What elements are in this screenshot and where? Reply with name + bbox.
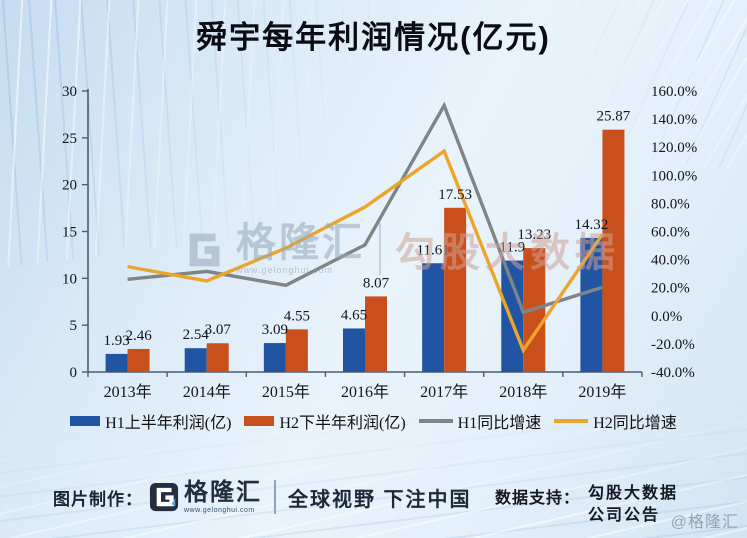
y-axis-tick-label: 0: [70, 365, 78, 381]
footer-divider: [274, 480, 276, 514]
bar-value-label: 4.65: [341, 307, 367, 323]
combo-bar-line-chart: 30 25 20 15 10 5 0 160.0% 140.0% 120.0% 100.0% 80.0…: [62, 84, 697, 401]
data-support-source-2: 公司公告: [588, 507, 661, 524]
brand-slogan: 全球视野 下注中国: [288, 488, 472, 511]
legend-item-0: H1上半年利润(亿): [70, 409, 231, 433]
bar-value-label: 13.23: [517, 227, 551, 243]
legend-bar-swatch: [70, 416, 101, 426]
legend-item-2: H1同比增速: [418, 409, 542, 433]
bar-value-label: 8.07: [363, 275, 390, 291]
x-axis-category-label: 2015年: [262, 383, 310, 401]
right-axis-tick-label: 20.0%: [651, 281, 690, 297]
x-axis-category-label: 2019年: [578, 383, 626, 401]
y-axis-tick-label: 30: [62, 84, 77, 100]
right-axis-tick-label: 160.0%: [651, 84, 697, 100]
right-axis-tick-label: 0.0%: [651, 309, 682, 325]
bar-value-label: 2.54: [183, 327, 210, 343]
legend-line-swatch: [554, 419, 589, 423]
right-axis-tick-label: 120.0%: [651, 140, 697, 156]
legend-bar-swatch: [244, 416, 275, 426]
footer-left: 图片制作： 格隆汇 www.gelonghui.com 全球视野 下注中国: [53, 480, 472, 514]
bar-h1-2014年: [184, 348, 207, 372]
bar-value-label: 3.09: [262, 322, 288, 338]
data-support-source-1: 勾股大数据: [588, 485, 679, 502]
bar-h1-2017年: [422, 263, 445, 372]
gelonghui-logo-icon: [149, 482, 179, 512]
legend-item-3: H2同比增速: [554, 409, 677, 433]
bar-h2-2019年: [602, 129, 625, 372]
right-axis-tick-label: 40.0%: [651, 253, 690, 269]
legend-label: H1上半年利润(亿): [105, 415, 232, 432]
bar-value-label: 2.46: [125, 328, 152, 344]
right-axis-tick-label: 80.0%: [651, 196, 690, 212]
y-axis-tick-label: 15: [62, 225, 77, 241]
x-axis-category-label: 2013年: [104, 383, 152, 401]
legend-label: H2下半年利润(亿): [279, 415, 406, 432]
growth-line-h2: [127, 148, 604, 354]
brand-name: 格隆汇: [184, 478, 262, 506]
bar-h2-2017年: [444, 207, 467, 372]
bar-value-label: 14.32: [575, 217, 609, 233]
bar-h1-2016年: [343, 328, 365, 372]
bar-value-label: 11.61: [417, 242, 450, 258]
bar-h2-2014年: [206, 343, 229, 372]
chart-title: 舜宇每年利润情况(亿元): [196, 20, 551, 55]
y-axis-tick-label: 25: [62, 131, 77, 147]
footer-right: 数据支持： 勾股大数据 公司公告: [495, 483, 678, 527]
bar-value-label: 25.87: [597, 109, 631, 125]
bar-h2-2015年: [285, 329, 308, 372]
legend-label: H1同比增速: [457, 415, 542, 432]
legend-item-1: H2下半年利润(亿): [244, 409, 406, 433]
brand-url: www.gelonghui.com: [184, 506, 255, 514]
bar-h2-2013年: [127, 348, 150, 372]
right-axis-tick-label: 140.0%: [651, 112, 697, 128]
chart-legend: H1上半年利润(亿) H2下半年利润(亿) H1同比增速 H2同比增速: [0, 409, 747, 433]
y-axis-tick-label: 20: [62, 178, 77, 194]
x-axis-category-label: 2016年: [341, 383, 389, 401]
bar-value-label: 11.9: [499, 240, 525, 256]
x-axis-category-label: 2014年: [183, 383, 231, 401]
bar-h1-2015年: [263, 343, 286, 372]
growth-line-h1: [127, 101, 603, 315]
legend-line-swatch: [418, 419, 453, 423]
x-axis-category-label: 2018年: [499, 383, 547, 401]
y-axis-tick-label: 5: [70, 318, 78, 334]
data-support-label: 数据支持：: [495, 490, 581, 507]
right-axis-tick-label: 100.0%: [651, 168, 697, 184]
made-by-label: 图片制作：: [53, 489, 143, 509]
bar-value-label: 4.55: [284, 308, 310, 324]
y-axis-tick-label: 10: [62, 271, 77, 287]
x-axis-category-label: 2017年: [420, 383, 468, 401]
bar-h1-2013年: [105, 353, 128, 372]
bar-value-label: 1.93: [103, 333, 129, 349]
bar-h1-2018年: [501, 260, 524, 372]
brand-block: 格隆汇 www.gelonghui.com: [149, 478, 262, 514]
right-axis-tick-label: -20.0%: [651, 337, 695, 353]
bar-value-label: 3.07: [205, 322, 232, 338]
right-axis-tick-label: 60.0%: [651, 225, 690, 241]
bar-value-label: 17.53: [438, 187, 472, 203]
right-axis-tick-label: -40.0%: [651, 365, 695, 381]
bar-h1-2019年: [580, 237, 603, 372]
bar-h2-2016年: [365, 296, 387, 372]
legend-label: H2同比增速: [593, 415, 677, 432]
corner-watermark: @格隆汇: [670, 514, 739, 531]
